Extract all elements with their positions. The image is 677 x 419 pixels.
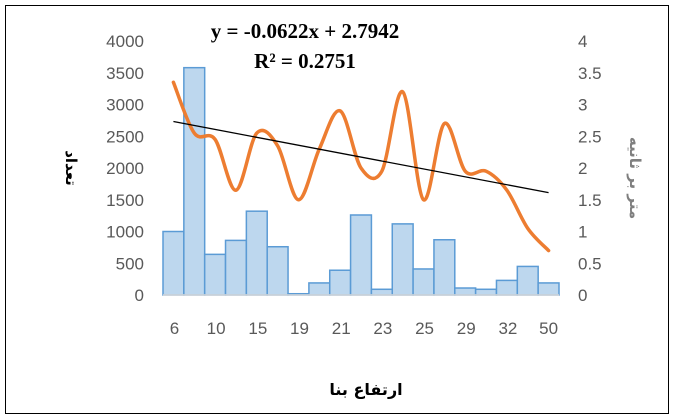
bar [474, 288, 498, 296]
bar [433, 239, 456, 296]
line-series [171, 80, 551, 253]
y2-tick-label: 3 [578, 96, 587, 115]
bar [266, 245, 289, 296]
x-tick-label: 32 [498, 319, 517, 338]
bar [412, 268, 435, 296]
y-tick-label: 3500 [106, 64, 144, 83]
bar [349, 214, 373, 296]
x-tick-label: 23 [373, 319, 392, 338]
chart-frame [5, 5, 669, 414]
bar [203, 253, 227, 296]
bar [454, 287, 477, 296]
bar [328, 269, 352, 296]
trendline-equation: y = -0.0622x + 2.7942 [211, 19, 399, 43]
bar [162, 230, 185, 296]
y-tick-label: 1000 [106, 223, 144, 242]
trendline-r2: R² = 0.2751 [254, 49, 356, 73]
y2-tick-label: 1 [578, 223, 587, 242]
bar [495, 279, 519, 296]
y-tick-label: 1500 [106, 191, 144, 210]
bar [370, 288, 394, 296]
bar [516, 265, 539, 296]
y-tick-label: 0 [135, 286, 144, 305]
x-axis-label: ارتفاع بنا [329, 380, 402, 399]
y2-axis-ticks: 0 0.5 1 1.5 2 2.5 3 3.5 4 [578, 32, 602, 305]
y-tick-label: 2500 [106, 127, 144, 146]
y2-tick-label: 2 [578, 159, 587, 178]
y-tick-label: 2000 [106, 159, 144, 178]
x-tick-label: 25 [415, 319, 434, 338]
bar [183, 66, 206, 296]
bar-series [162, 66, 560, 296]
bar [308, 282, 331, 296]
x-tick-label: 15 [248, 319, 267, 338]
y-axis-label: تعداد [62, 150, 80, 186]
y2-tick-label: 1.5 [578, 191, 602, 210]
trendline [173, 120, 549, 194]
y-axis-ticks: 0 500 1000 1500 2000 2500 3000 3500 4000 [106, 32, 144, 305]
bar [537, 282, 560, 296]
x-tick-label: 29 [457, 319, 476, 338]
y2-tick-label: 4 [578, 32, 587, 51]
x-tick-label: 6 [170, 319, 179, 338]
y-tick-label: 3000 [106, 96, 144, 115]
bar [391, 223, 414, 296]
y2-tick-label: 2.5 [578, 127, 602, 146]
y2-tick-label: 3.5 [578, 64, 602, 83]
y-tick-label: 4000 [106, 32, 144, 51]
x-axis-ticks: 6 10 15 19 21 23 25 29 32 50 [170, 319, 558, 338]
y2-tick-label: 0.5 [578, 254, 602, 273]
y2-axis-label: متر بر ثانیه [626, 137, 644, 219]
x-tick-label: 19 [290, 319, 309, 338]
bar [245, 210, 268, 296]
y2-tick-label: 0 [578, 286, 587, 305]
x-tick-label: 21 [332, 319, 351, 338]
y-tick-label: 500 [116, 254, 144, 273]
x-tick-label: 10 [207, 319, 226, 338]
x-tick-label: 50 [539, 319, 558, 338]
bar [224, 239, 248, 296]
